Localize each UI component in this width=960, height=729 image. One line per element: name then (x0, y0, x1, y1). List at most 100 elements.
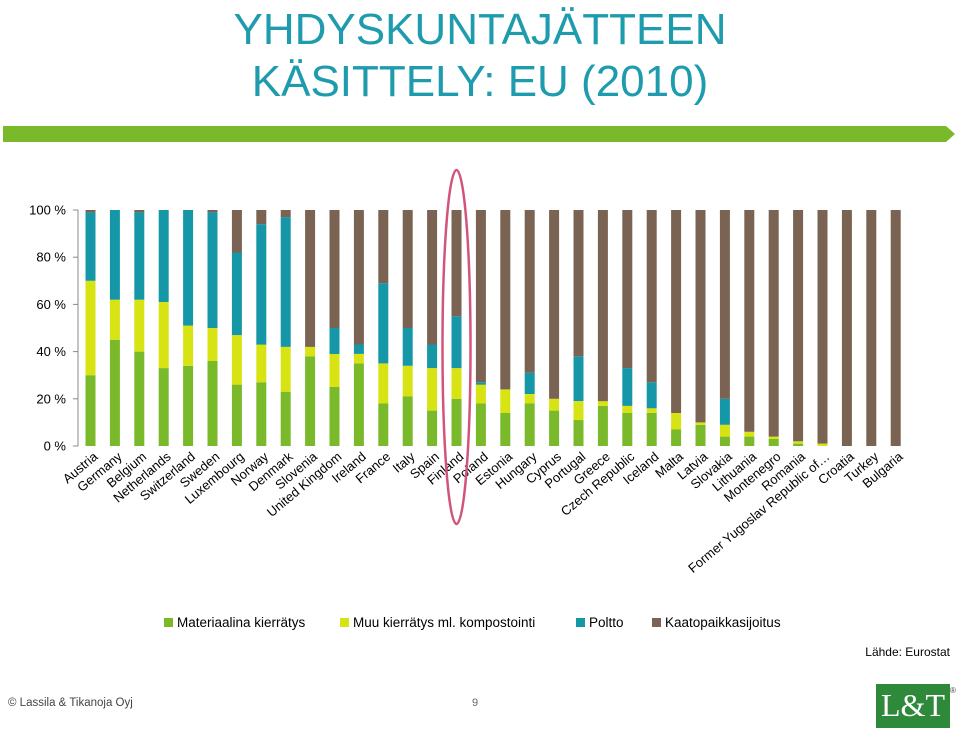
bar-segment (622, 368, 633, 406)
bar-segment (109, 299, 120, 340)
bar-segment (549, 410, 560, 446)
legend-swatch (340, 618, 349, 627)
bar-segment (719, 398, 730, 425)
bar-segment (134, 210, 145, 213)
legend-item: Poltto (576, 614, 624, 632)
bar-segment (524, 210, 535, 373)
y-axis: 0 % 20 % 40 % 60 % 80 % 100 % (29, 203, 79, 454)
bar-segment (158, 302, 169, 369)
bar-segment (451, 398, 462, 446)
bar-segment (768, 438, 779, 446)
bar-segment (695, 422, 706, 425)
bar-segment (451, 210, 462, 317)
bar-segment (402, 210, 413, 328)
bar-segment (744, 210, 755, 432)
bar-segment (353, 344, 364, 354)
bar-segment (646, 408, 657, 413)
bar-segment (817, 210, 828, 444)
bar-segment (719, 436, 730, 446)
copyright-footer: © Lassila & Tikanoja Oyj (8, 697, 133, 709)
legend-swatch (164, 618, 173, 627)
company-logo: L&T (876, 684, 950, 728)
bar-segment (475, 403, 486, 446)
bar-segment (500, 210, 511, 390)
bar-segment (207, 212, 218, 328)
bar-segment (646, 382, 657, 409)
bar-segment (183, 365, 194, 446)
bar-segment (719, 424, 730, 437)
bar-segment (427, 344, 438, 369)
bar-segment (378, 210, 389, 284)
legend-swatch (652, 618, 661, 627)
x-axis-labels: AustriaGermanyBelgiumNetherlandsSwitzerl… (60, 448, 906, 575)
bar-segment (329, 328, 340, 354)
bar-segment (671, 413, 682, 430)
bar-segment (207, 210, 218, 213)
bar-segment (231, 335, 242, 385)
bar-segment (353, 354, 364, 364)
bar-segment (353, 210, 364, 345)
y-tick-label: 80 % (36, 250, 66, 265)
bar-segment (573, 420, 584, 446)
bar-segment (793, 210, 804, 442)
bar-segment (622, 405, 633, 413)
bar-group (85, 210, 901, 446)
bar-segment (329, 387, 340, 446)
bar-segment (305, 210, 316, 347)
bar-segment (695, 424, 706, 446)
bar-segment (524, 372, 535, 394)
bar-segment (646, 210, 657, 383)
legend-label: Kaatopaikkasijoitus (665, 615, 781, 630)
bar-segment (402, 328, 413, 366)
bar-segment (329, 354, 340, 387)
bar-segment (451, 316, 462, 369)
bar-segment (183, 325, 194, 366)
bar-segment (280, 346, 291, 392)
accent-arrow-shape (3, 126, 955, 142)
bar-segment (427, 210, 438, 345)
bar-segment (134, 212, 145, 300)
bar-segment (231, 210, 242, 253)
bar-segment (158, 368, 169, 446)
bar-segment (475, 210, 486, 383)
bar-segment (768, 436, 779, 439)
stacked-bar-chart: 0 % 20 % 40 % 60 % 80 % 100 % AustriaGermanyB… (29, 168, 906, 576)
chart-legend: Materiaalina kierrätys Muu kierrätys ml. … (0, 614, 960, 634)
slide-title-line1: YHDYSKUNTAJÄTTEEN (233, 5, 727, 54)
bar-segment (280, 210, 291, 218)
highlight-ellipse (441, 168, 472, 526)
source-note: Lähde: Eurostat (865, 645, 950, 659)
page-number: 9 (472, 697, 479, 709)
bar-segment (183, 210, 194, 326)
y-tick-label: 40 % (36, 344, 66, 359)
bar-segment (280, 217, 291, 347)
bar-segment (402, 365, 413, 397)
bar-segment (866, 210, 877, 446)
legend-label: Materiaalina kierrätys (177, 615, 306, 630)
slide-title-line2: KÄSITTELY: EU (2010) (251, 57, 709, 106)
bar-segment (622, 413, 633, 446)
bar-segment (231, 384, 242, 446)
bar-segment (524, 394, 535, 404)
bar-segment (427, 410, 438, 446)
legend-swatch (576, 618, 585, 627)
legend-item: Kaatopaikkasijoitus (652, 614, 781, 632)
logo-text: L&T (881, 687, 945, 723)
bar-segment (85, 280, 96, 376)
bar-segment (85, 212, 96, 281)
bar-segment (305, 356, 316, 446)
bar-segment (402, 396, 413, 446)
y-tick-label: 100 % (29, 203, 66, 218)
bar-segment (85, 210, 96, 213)
bar-segment (475, 382, 486, 385)
bar-segment (378, 283, 389, 364)
bar-segment (744, 431, 755, 437)
bar-segment (427, 368, 438, 411)
y-tick-label: 60 % (36, 297, 66, 312)
bar-segment (597, 405, 608, 446)
bar-segment (890, 210, 901, 446)
bar-segment (207, 328, 218, 361)
bar-segment (573, 401, 584, 421)
bar-segment (256, 382, 267, 446)
bar-segment (719, 210, 730, 399)
